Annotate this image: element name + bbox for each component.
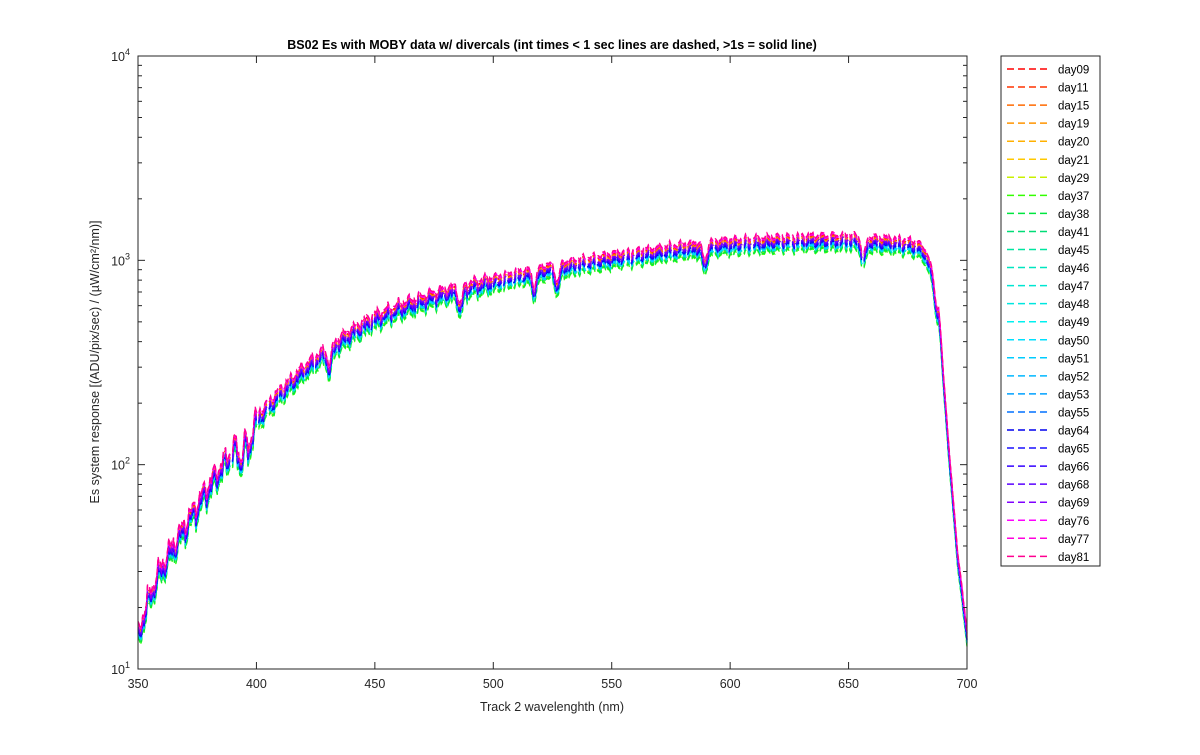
legend-label-day21: day21 bbox=[1058, 155, 1089, 167]
legend-label-day68: day68 bbox=[1058, 480, 1089, 492]
legend-label-day53: day53 bbox=[1058, 389, 1089, 401]
x-tick-label: 400 bbox=[246, 677, 267, 691]
legend-box bbox=[1000, 55, 1101, 567]
legend-label-day41: day41 bbox=[1058, 227, 1089, 239]
x-axis-label: Track 2 wavelenghth (nm) bbox=[480, 700, 624, 714]
legend-label-day69: day69 bbox=[1058, 498, 1089, 510]
legend-label-day77: day77 bbox=[1058, 534, 1089, 546]
legend-label-day65: day65 bbox=[1058, 444, 1089, 456]
series-line-day15 bbox=[137, 234, 968, 635]
legend-label-day81: day81 bbox=[1058, 552, 1089, 564]
curves-group bbox=[137, 230, 968, 647]
series-line-day38 bbox=[137, 245, 968, 646]
x-tick-label: 700 bbox=[957, 677, 978, 691]
legend-label-day19: day19 bbox=[1058, 119, 1089, 131]
legend-label-day46: day46 bbox=[1058, 263, 1089, 275]
x-tick-label: 350 bbox=[128, 677, 149, 691]
y-tick-label: 102 bbox=[111, 456, 130, 473]
legend-label-day66: day66 bbox=[1058, 462, 1089, 474]
legend-label-day49: day49 bbox=[1058, 317, 1089, 329]
y-tick-label: 103 bbox=[111, 251, 130, 268]
series-line-day64 bbox=[137, 239, 968, 641]
y-tick-label: 104 bbox=[111, 47, 130, 64]
legend: day09 day11 day15 day19 day20 day21 day29 day37… bbox=[1000, 55, 1101, 567]
series-line-day37 bbox=[137, 246, 968, 647]
legend-label-day29: day29 bbox=[1058, 173, 1089, 185]
x-tick-label: 550 bbox=[601, 677, 622, 691]
chart-title: BS02 Es with MOBY data w/ divercals (int… bbox=[287, 38, 817, 52]
series-line-day65 bbox=[137, 239, 968, 640]
legend-label-day76: day76 bbox=[1058, 516, 1089, 528]
plot-background bbox=[138, 56, 967, 669]
series-line-day50 bbox=[137, 242, 968, 643]
legend-label-day15: day15 bbox=[1058, 101, 1089, 113]
legend-label-day64: day64 bbox=[1058, 426, 1090, 438]
y-axis-label: Es system response [(ADU/pix/sec) / (µW/… bbox=[88, 221, 102, 504]
series-line-day76 bbox=[137, 232, 968, 633]
y-tick-label: 101 bbox=[111, 660, 130, 677]
series-line-day66 bbox=[137, 238, 968, 639]
series-line-day68 bbox=[137, 237, 968, 638]
legend-label-day11: day11 bbox=[1058, 83, 1088, 95]
legend-label-day52: day52 bbox=[1058, 371, 1089, 383]
legend-label-day48: day48 bbox=[1058, 299, 1089, 311]
legend-label-day38: day38 bbox=[1058, 209, 1089, 221]
ticks-group: 350 400 450 500 550 600 650 700 101 102 103 104 bbox=[111, 47, 977, 691]
x-tick-label: 650 bbox=[838, 677, 859, 691]
series-line-day29 bbox=[137, 244, 968, 645]
series-line-day69 bbox=[137, 236, 968, 637]
series-line-day77 bbox=[137, 231, 968, 632]
legend-label-day47: day47 bbox=[1058, 281, 1089, 293]
legend-label-day45: day45 bbox=[1058, 245, 1089, 257]
legend-label-day51: day51 bbox=[1058, 353, 1089, 365]
legend-label-day20: day20 bbox=[1058, 137, 1089, 149]
legend-label-day37: day37 bbox=[1058, 191, 1089, 203]
x-tick-label: 500 bbox=[483, 677, 504, 691]
series-line-day51 bbox=[137, 241, 968, 643]
x-tick-label: 600 bbox=[720, 677, 741, 691]
series-line-day19 bbox=[137, 235, 968, 636]
series-line-day81 bbox=[137, 230, 968, 631]
plot-frame bbox=[137, 55, 968, 670]
series-line-day09 bbox=[137, 233, 968, 634]
legend-label-day55: day55 bbox=[1058, 407, 1089, 419]
series-line-day11 bbox=[137, 233, 968, 635]
series-line-day41 bbox=[137, 243, 968, 644]
legend-label-day50: day50 bbox=[1058, 335, 1089, 347]
series-line-day52 bbox=[137, 240, 968, 642]
legend-label-day09: day09 bbox=[1058, 65, 1089, 77]
x-tick-label: 450 bbox=[364, 677, 385, 691]
